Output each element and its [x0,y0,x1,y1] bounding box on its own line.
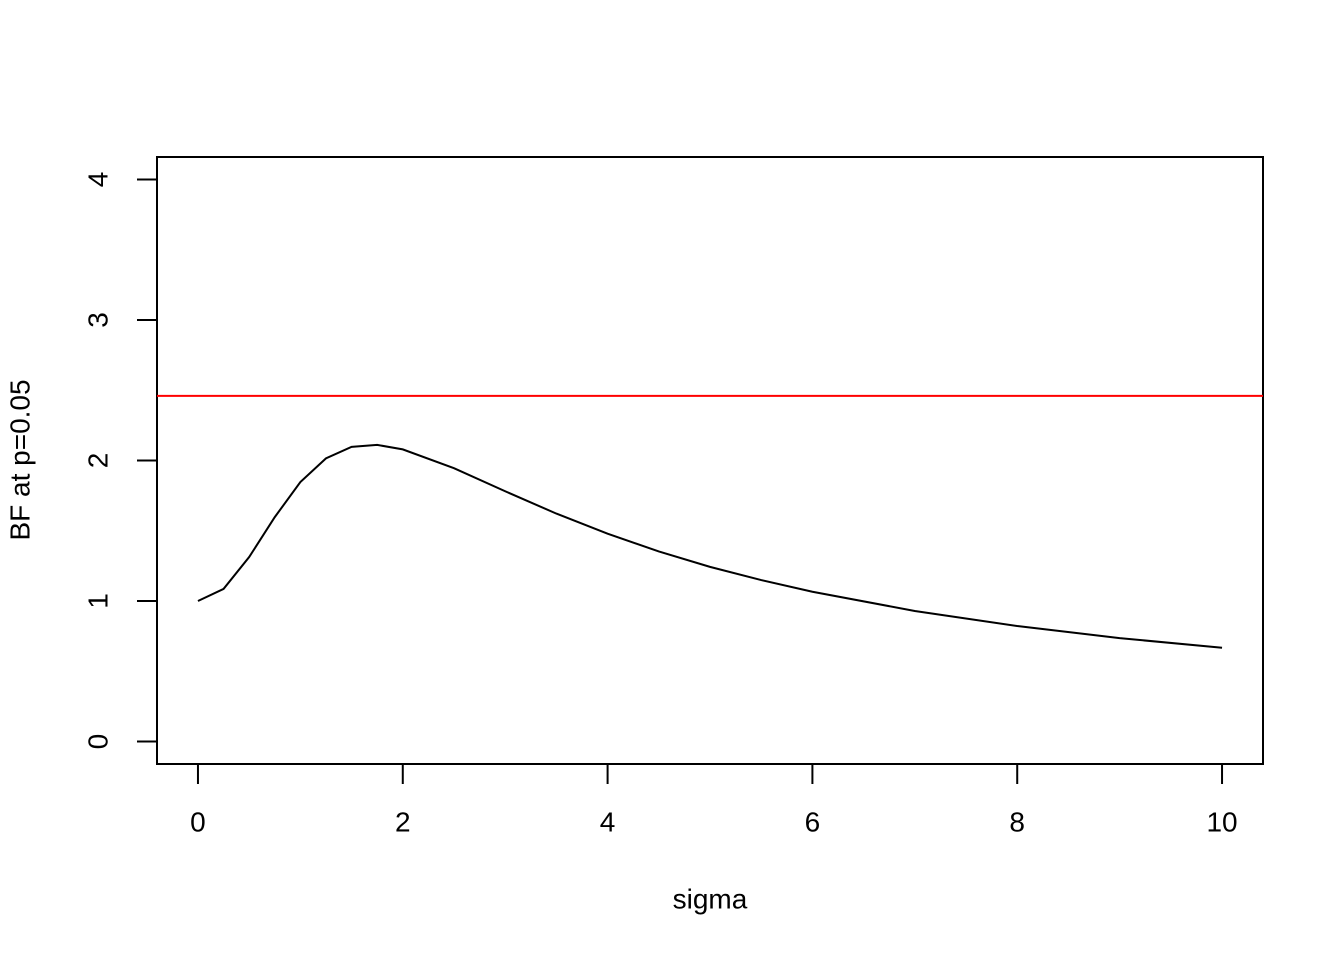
x-tick-label: 10 [1206,806,1237,837]
y-tick-label: 4 [82,172,113,188]
x-tick-label: 2 [395,806,411,837]
x-axis-title: sigma [673,883,748,914]
y-tick-label: 2 [82,453,113,469]
y-axis-title: BF at p=0.05 [4,379,35,540]
x-tick-label: 6 [805,806,821,837]
y-tick-label: 3 [82,312,113,328]
x-tick-label: 0 [190,806,206,837]
x-tick-label: 4 [600,806,616,837]
y-tick-label: 1 [82,593,113,609]
curve [197,443,1223,649]
x-tick-label: 8 [1009,806,1025,837]
y-tick-label: 0 [82,734,113,750]
